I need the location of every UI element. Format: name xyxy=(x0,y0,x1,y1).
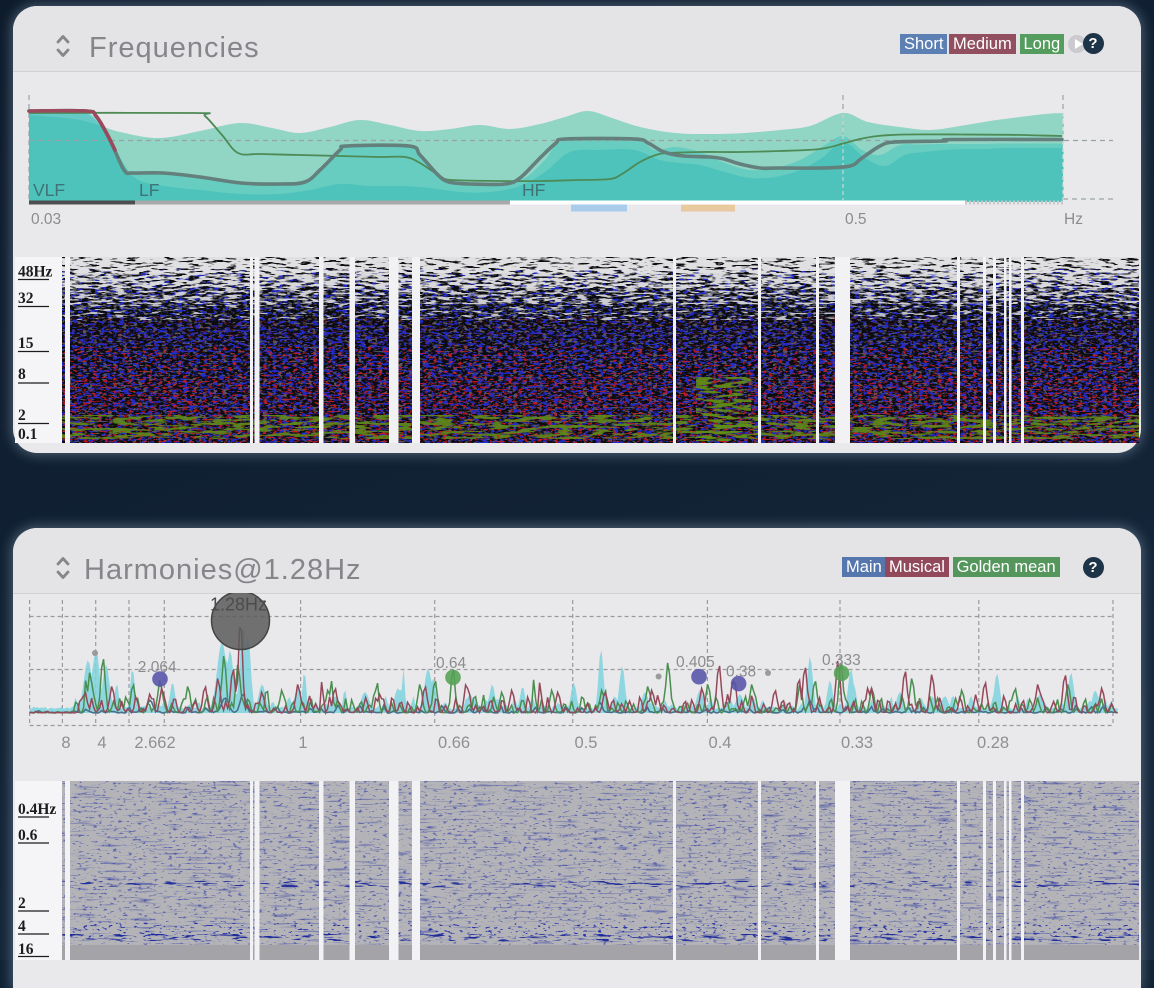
svg-text:0.66: 0.66 xyxy=(438,734,470,752)
svg-text:2.064: 2.064 xyxy=(138,659,177,676)
svg-text:0.405: 0.405 xyxy=(676,654,715,671)
svg-text:0.5: 0.5 xyxy=(845,211,867,228)
svg-text:VLF: VLF xyxy=(33,180,65,200)
svg-text:1: 1 xyxy=(298,734,307,752)
svg-text:0.64: 0.64 xyxy=(436,655,467,672)
svg-text:0.4: 0.4 xyxy=(709,734,732,752)
svg-text:48Hz: 48Hz xyxy=(18,264,53,281)
svg-text:4: 4 xyxy=(97,734,106,752)
svg-text:LF: LF xyxy=(139,180,159,200)
svg-text:32: 32 xyxy=(18,290,34,307)
svg-text:8: 8 xyxy=(61,734,70,752)
svg-text:8: 8 xyxy=(18,366,26,383)
svg-text:4: 4 xyxy=(18,918,26,935)
svg-text:0.5: 0.5 xyxy=(575,734,598,752)
svg-text:0.6: 0.6 xyxy=(18,827,38,844)
svg-text:0.1: 0.1 xyxy=(18,426,37,443)
svg-text:2.662: 2.662 xyxy=(134,734,175,752)
svg-text:0.333: 0.333 xyxy=(822,652,861,669)
svg-text:0.03: 0.03 xyxy=(31,211,61,228)
svg-text:0.4Hz: 0.4Hz xyxy=(18,801,56,818)
svg-text:15: 15 xyxy=(18,335,34,352)
svg-text:1.28Hz: 1.28Hz xyxy=(210,595,267,615)
svg-text:0.33: 0.33 xyxy=(841,734,873,752)
svg-text:2: 2 xyxy=(18,407,26,424)
svg-text:16: 16 xyxy=(18,941,34,958)
svg-text:Hz: Hz xyxy=(1064,211,1083,228)
svg-text:0.38: 0.38 xyxy=(726,664,756,681)
svg-text:2: 2 xyxy=(18,895,26,912)
svg-text:0.28: 0.28 xyxy=(977,734,1009,752)
svg-text:HF: HF xyxy=(522,180,545,200)
